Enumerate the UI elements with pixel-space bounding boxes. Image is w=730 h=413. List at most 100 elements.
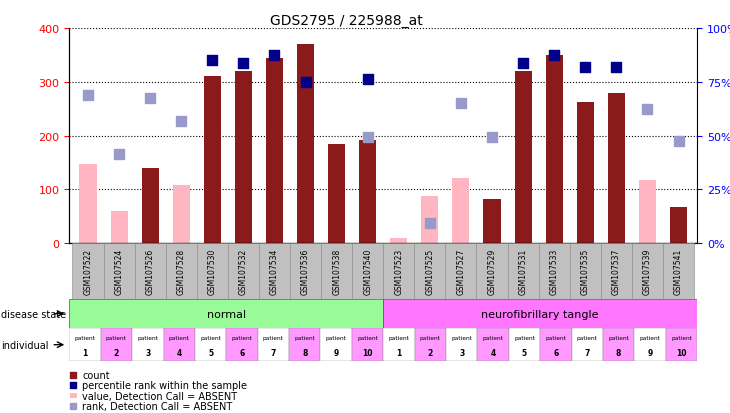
Bar (415, 328, 446, 361)
Text: GSM107536: GSM107536 (301, 248, 310, 294)
Text: GSM107523: GSM107523 (394, 248, 403, 294)
Bar (69, 328, 101, 361)
Text: GSM107525: GSM107525 (426, 248, 434, 294)
Bar (197, 244, 228, 299)
Bar (359, 140, 376, 244)
Text: 5: 5 (522, 349, 527, 358)
Bar (142, 169, 158, 244)
Text: patient: patient (263, 335, 284, 340)
Bar (69, 299, 383, 328)
Bar (166, 244, 197, 299)
Text: GSM107527: GSM107527 (456, 248, 466, 294)
Text: GSM107541: GSM107541 (674, 248, 683, 294)
Text: GSM107526: GSM107526 (146, 248, 155, 294)
Text: GSM107522: GSM107522 (83, 248, 93, 294)
Bar (290, 244, 321, 299)
Bar (235, 72, 252, 244)
Bar (540, 328, 572, 361)
Bar (477, 328, 509, 361)
Text: patient: patient (326, 335, 347, 340)
Bar (228, 244, 259, 299)
Text: patient: patient (671, 335, 692, 340)
Point (82, 93, 94, 99)
Text: 9: 9 (648, 349, 653, 358)
Text: patient: patient (451, 335, 472, 340)
Text: 5: 5 (208, 349, 213, 358)
Text: GSM107531: GSM107531 (518, 248, 528, 294)
Bar (509, 328, 540, 361)
Text: 8: 8 (616, 349, 621, 358)
Text: 9: 9 (334, 349, 339, 358)
Text: 10: 10 (362, 349, 373, 358)
Bar (577, 102, 593, 244)
Text: patient: patient (608, 335, 629, 340)
Text: normal: normal (207, 309, 246, 319)
Text: patient: patient (577, 335, 598, 340)
Text: rank, Detection Call = ABSENT: rank, Detection Call = ABSENT (82, 401, 233, 411)
Bar (453, 178, 469, 244)
Text: GSM107537: GSM107537 (612, 248, 620, 294)
Bar (421, 197, 439, 244)
Text: patient: patient (483, 335, 504, 340)
Bar (352, 328, 383, 361)
Bar (539, 244, 569, 299)
Point (145, 95, 156, 102)
Text: GSM107534: GSM107534 (270, 248, 279, 294)
Text: patient: patient (294, 335, 315, 340)
Point (362, 77, 374, 83)
Text: patient: patient (514, 335, 535, 340)
Point (362, 135, 374, 141)
Text: patient: patient (388, 335, 410, 340)
Bar (266, 58, 283, 244)
Bar (670, 207, 687, 244)
Text: 6: 6 (239, 349, 245, 358)
Text: GDS2795 / 225988_at: GDS2795 / 225988_at (270, 14, 423, 28)
Bar (632, 244, 663, 299)
Text: disease state: disease state (1, 309, 66, 319)
Text: GSM107529: GSM107529 (488, 248, 496, 294)
Text: patient: patient (74, 335, 96, 340)
Text: value, Detection Call = ABSENT: value, Detection Call = ABSENT (82, 391, 237, 401)
Text: 8: 8 (302, 349, 307, 358)
Text: neurofibrillary tangle: neurofibrillary tangle (482, 309, 599, 319)
Point (68, 403, 80, 409)
Text: patient: patient (169, 335, 190, 340)
Bar (383, 299, 697, 328)
Text: patient: patient (420, 335, 441, 340)
Point (548, 52, 560, 59)
Bar (445, 244, 477, 299)
Text: patient: patient (200, 335, 221, 340)
Bar (195, 328, 226, 361)
Bar (134, 244, 166, 299)
Bar (391, 238, 407, 244)
Bar (320, 328, 352, 361)
Text: individual: individual (1, 340, 48, 350)
Text: 7: 7 (271, 349, 276, 358)
Bar (110, 211, 128, 244)
Text: GSM107538: GSM107538 (332, 248, 341, 294)
Bar (603, 328, 634, 361)
Bar (483, 199, 501, 244)
Bar (352, 244, 383, 299)
Bar (545, 56, 563, 244)
Text: patient: patient (545, 335, 566, 340)
Text: GSM107530: GSM107530 (208, 248, 217, 294)
Point (175, 118, 187, 125)
Bar (132, 328, 164, 361)
Text: 10: 10 (676, 349, 687, 358)
Text: GSM107528: GSM107528 (177, 248, 185, 294)
Point (518, 60, 529, 67)
Bar (569, 244, 601, 299)
Point (486, 135, 498, 141)
Point (269, 52, 280, 59)
Text: 2: 2 (428, 349, 433, 358)
Bar (101, 328, 132, 361)
Point (672, 138, 684, 145)
Bar (666, 328, 697, 361)
Point (68, 372, 80, 378)
Text: GSM107533: GSM107533 (550, 248, 558, 294)
Bar (289, 328, 320, 361)
Bar (258, 328, 289, 361)
Bar (204, 77, 221, 244)
Bar (572, 328, 603, 361)
